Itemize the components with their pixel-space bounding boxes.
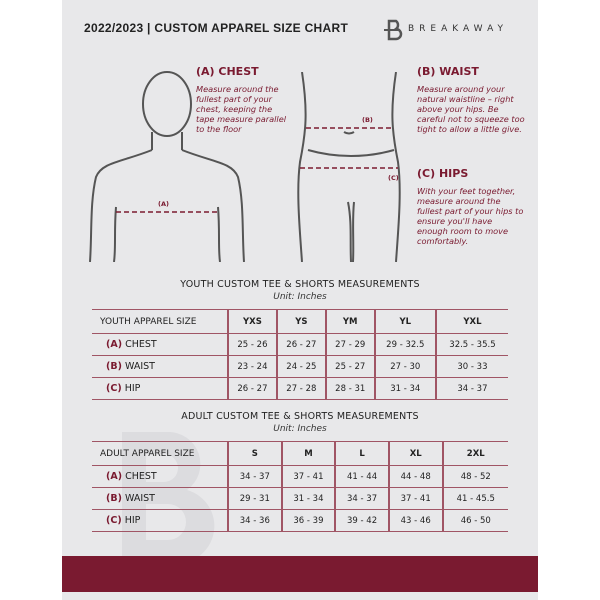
youth-size-table: YOUTH APPAREL SIZE YXS YS YM YL YXL (A) CH… <box>92 309 508 400</box>
size-value: 30 - 33 <box>434 355 508 378</box>
hips-marker: (C) <box>388 174 399 182</box>
measure-name: CHEST <box>125 471 157 482</box>
footer-bar <box>62 556 538 592</box>
youth-unit: Unit: Inches <box>273 292 327 302</box>
page-title: 2022/2023 | CUSTOM APPAREL SIZE CHART <box>84 21 349 35</box>
size-chart-page: 2022/2023 | CUSTOM APPAREL SIZE CHART BR… <box>62 0 538 600</box>
youth-table-title: YOUTH CUSTOM TEE & SHORTS MEASUREMENTS <box>180 279 420 290</box>
adult-table-title: ADULT CUSTOM TEE & SHORTS MEASUREMENTS <box>181 411 419 422</box>
size-value: 26 - 27 <box>227 377 277 400</box>
waist-heading: (B) WAIST <box>417 65 479 78</box>
measure-name: HIP <box>124 383 141 394</box>
waist-marker: (B) <box>362 116 373 124</box>
chest-marker: (A) <box>158 200 169 208</box>
waist-instructions: Measure around your natural waistline – … <box>417 84 525 134</box>
measure-code: (A) <box>106 339 123 350</box>
table-row: (C) HIP 34 - 36 36 - 39 39 - 42 43 - 46 46 - … <box>92 509 508 532</box>
size-value: 31 - 34 <box>280 487 336 510</box>
size-value: 46 - 50 <box>441 509 508 532</box>
size-value: 36 - 39 <box>280 509 336 532</box>
size-value: 41 - 45.5 <box>441 487 508 510</box>
size-value: 31 - 34 <box>373 377 436 400</box>
chest-instructions: Measure around the fullest part of your … <box>196 84 287 134</box>
lower-body-figure <box>297 72 401 262</box>
size-value: 37 - 41 <box>387 487 443 510</box>
size-value: 34 - 37 <box>227 465 282 488</box>
hips-heading: (C) HIPS <box>417 167 469 180</box>
size-value: 34 - 37 <box>334 487 389 510</box>
table-row: (B) WAIST 29 - 31 31 - 34 34 - 37 37 - 41 41 … <box>92 487 508 510</box>
size-value: 39 - 42 <box>334 509 389 532</box>
size-value: 29 - 31 <box>227 487 282 510</box>
table-row: (A) CHEST 34 - 37 37 - 41 41 - 44 44 - 48 48 … <box>92 465 508 488</box>
table-row: (B) WAIST 23 - 24 24 - 25 25 - 27 27 - 30 30 … <box>92 355 508 378</box>
size-value: 27 - 30 <box>373 355 436 378</box>
table-row: (A) CHEST 25 - 26 26 - 27 27 - 29 29 - 32.5 3… <box>92 333 508 356</box>
size-value: 28 - 31 <box>324 377 375 400</box>
measure-code: (C) <box>106 383 122 394</box>
size-value: 23 - 24 <box>227 355 277 378</box>
size-value: 32.5 - 35.5 <box>434 333 508 356</box>
adult-unit: Unit: Inches <box>273 424 327 434</box>
size-value: 37 - 41 <box>280 465 336 488</box>
size-value: 25 - 27 <box>324 355 375 378</box>
size-value: 34 - 37 <box>434 377 508 400</box>
measure-name: WAIST <box>124 361 155 372</box>
measure-code: (A) <box>106 471 123 482</box>
table-row: (C) HIP 26 - 27 27 - 28 28 - 31 31 - 34 34 - … <box>92 377 508 400</box>
size-value: 34 - 36 <box>227 509 282 532</box>
measure-name: WAIST <box>124 493 155 504</box>
measure-code: (B) <box>106 361 122 372</box>
chest-heading: (A) CHEST <box>196 65 259 78</box>
measure-code: (B) <box>106 493 122 504</box>
measure-name: HIP <box>124 515 141 526</box>
size-value: 48 - 52 <box>441 465 508 488</box>
size-value: 27 - 29 <box>324 333 375 356</box>
upper-body-figure <box>89 71 245 262</box>
size-value: 41 - 44 <box>334 465 389 488</box>
measure-name: CHEST <box>125 339 157 350</box>
size-value: 29 - 32.5 <box>373 333 436 356</box>
table-header-row: YOUTH APPAREL SIZE YXS YS YM YL YXL <box>92 309 508 334</box>
size-value: 26 - 27 <box>275 333 326 356</box>
size-value: 44 - 48 <box>387 465 443 488</box>
measure-code: (C) <box>106 515 122 526</box>
size-value: 25 - 26 <box>227 333 277 356</box>
brand-name: BREAKAWAY <box>408 24 509 34</box>
size-value: 27 - 28 <box>275 377 326 400</box>
size-value: 43 - 46 <box>387 509 443 532</box>
hips-instructions: With your feet together, measure around … <box>417 186 524 246</box>
size-value: 24 - 25 <box>275 355 326 378</box>
breakaway-logo-icon <box>384 19 403 41</box>
